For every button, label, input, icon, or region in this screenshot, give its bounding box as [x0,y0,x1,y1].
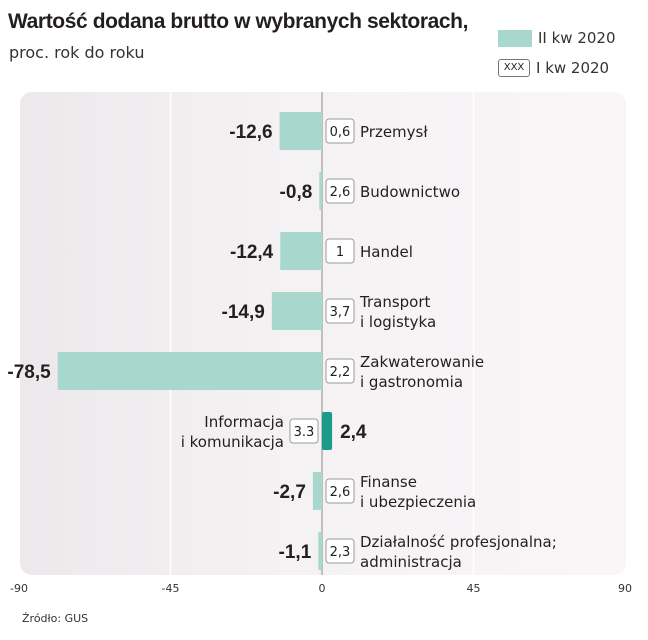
x-tick-label: 0 [319,582,326,595]
x-tick-label: 90 [618,582,632,595]
bar-value-label: -1,1 [279,542,312,563]
q1-value-label: 3,7 [330,305,351,320]
q1-value-label: 2,3 [330,545,351,560]
bar-q2 [57,352,322,390]
legend-item-q2: II kw 2020 [498,26,616,50]
q1-value-box [325,538,355,564]
category-label: Budownictwo [360,183,460,201]
plot-area [20,92,626,575]
bar-q2 [279,112,322,150]
q1-value-box [325,478,355,504]
q1-value-box [325,238,355,264]
q1-value-label: 1 [336,245,344,260]
bar-q2 [322,412,333,450]
q1-value-label: 2,6 [330,485,351,500]
category-label: Zakwaterowanie [360,353,484,371]
category-label: i logistyka [360,313,436,331]
chart-svg: -90 -45 0 45 90 -12,6 0,6 Przemysł -0,8 2,6 Budown… [7,92,632,595]
chart-subtitle: proc. rok do roku [9,43,145,62]
chart-title: Wartość dodana brutto w wybranych sektor… [8,10,469,33]
bar-value-label: -2,7 [273,482,306,503]
x-tick-label: 45 [467,582,481,595]
bar-value-label: 2,4 [340,422,367,443]
category-label: Finanse [360,473,417,491]
q1-value-box [325,358,355,384]
bar-value-label: -12,6 [229,122,272,143]
x-tick-label: -90 [10,582,28,595]
q1-value-box [325,298,355,324]
q1-value-label: 3.3 [294,425,315,440]
category-label: Informacja [204,413,284,431]
category-label: Przemysł [360,123,428,141]
bar-q2 [318,532,322,570]
category-label: i komunikacja [181,433,284,451]
bar-value-label: -12,4 [230,242,274,263]
legend-label-q1: I kw 2020 [536,59,610,77]
legend-swatch-q2 [498,29,532,47]
q1-value-label: 0,6 [330,125,351,140]
category-label: i gastronomia [360,373,463,391]
q1-value-box [289,418,319,444]
bar-q2 [312,472,322,510]
q1-value-label: 2,2 [330,365,351,380]
bar-value-label: -0,8 [280,182,313,203]
legend: II kw 2020 XXX I kw 2020 [498,26,616,86]
category-label: Handel [360,243,413,261]
category-label: Transport [359,293,431,311]
source-note: Źródło: GUS [22,612,89,625]
x-tick-label: -45 [162,582,180,595]
bar-q2 [319,172,322,210]
bar-value-label: -14,9 [222,302,265,323]
bar-q2 [271,292,322,330]
category-label: administracja [360,553,462,571]
q1-value-box [325,118,355,144]
category-label: i ubezpieczenia [360,493,476,511]
bar-value-label: -78,5 [7,362,51,383]
legend-item-q1: XXX I kw 2020 [498,56,616,80]
legend-box-q1: XXX [498,59,530,77]
q1-value-box [325,178,355,204]
category-label: Działalność profesjonalna; [360,533,557,551]
bar-q2 [280,232,322,270]
q1-value-label: 2,6 [330,185,351,200]
legend-label-q2: II kw 2020 [538,29,616,47]
